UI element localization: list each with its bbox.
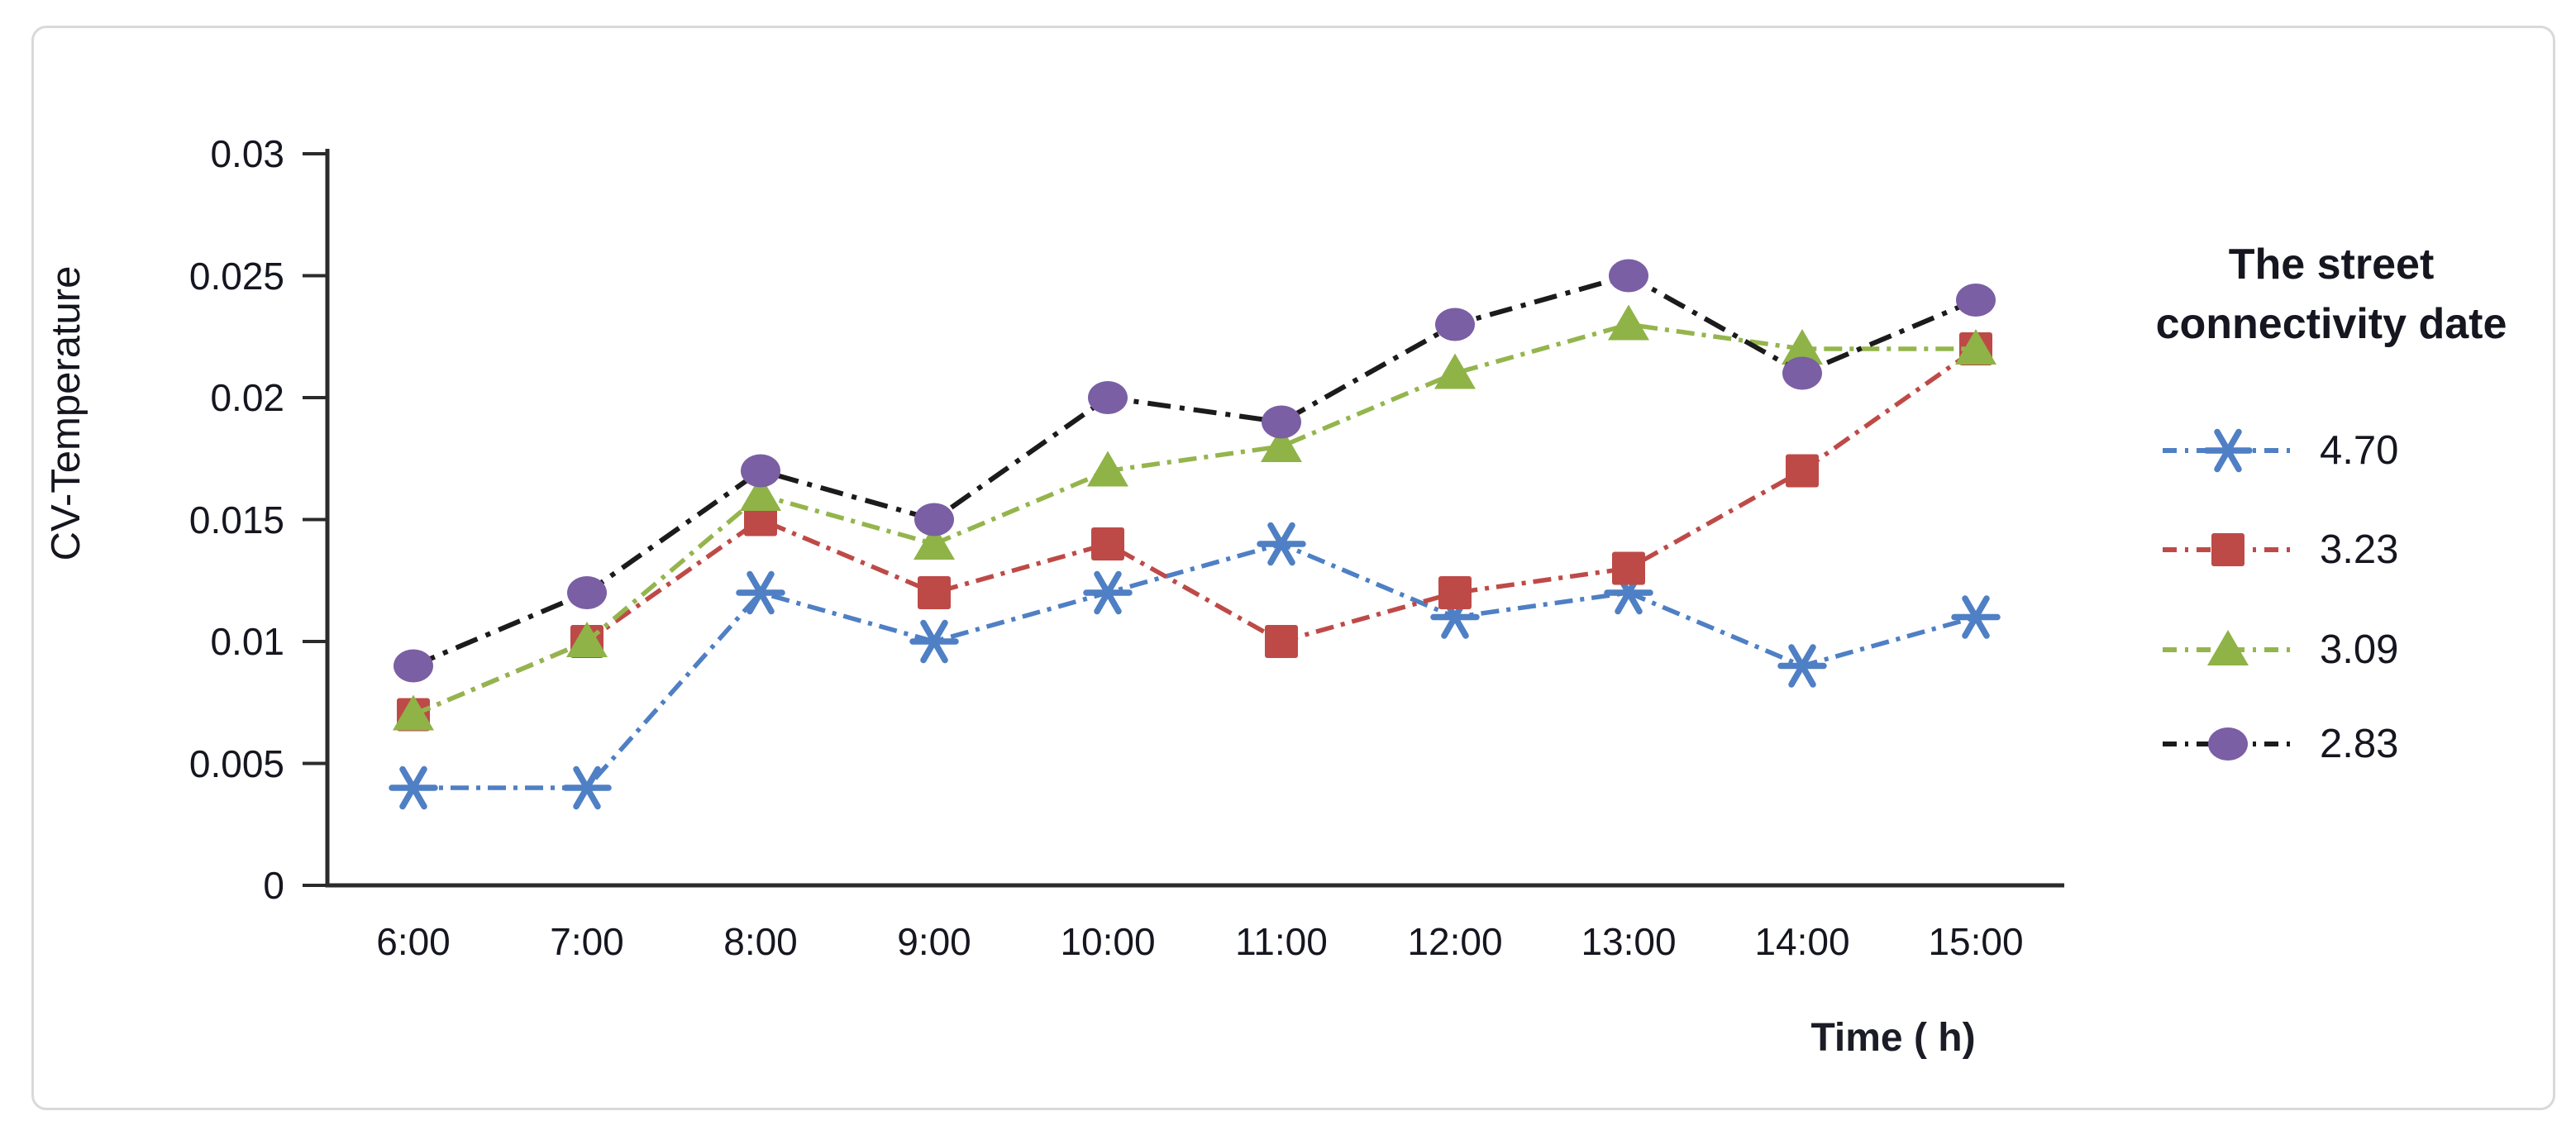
x-tick-label: 12:00	[1407, 920, 1503, 963]
x-tick-label: 15:00	[1928, 920, 2024, 963]
circle-marker	[914, 503, 954, 537]
asterisk-marker	[1257, 522, 1306, 566]
triangle-marker	[1087, 451, 1128, 487]
triangle-marker	[566, 622, 608, 657]
circle-marker	[567, 576, 607, 609]
triangle-marker	[1955, 329, 1996, 365]
y-tick-label: 0.015	[188, 498, 284, 541]
triangle-marker	[1434, 353, 1476, 389]
triangle-marker	[740, 475, 781, 511]
circle-marker	[1609, 259, 1648, 293]
circle-marker	[1262, 405, 1301, 439]
y-tick-label: 0.025	[188, 254, 284, 298]
circle-marker	[1956, 284, 1996, 317]
triangle-marker	[2207, 630, 2249, 665]
x-tick-label: 10:00	[1060, 920, 1156, 963]
legend-title-line1: The street	[2228, 241, 2435, 289]
square-marker	[918, 576, 951, 609]
triangle-marker	[1782, 329, 1823, 365]
x-tick-label: 6:00	[376, 920, 451, 963]
asterisk-marker	[1777, 644, 1827, 688]
figure-border	[31, 26, 2555, 1110]
legend-item-label: 4.70	[2320, 428, 2399, 473]
legend-item-3.23: 3.23	[2158, 525, 2398, 575]
x-tick-label: 7:00	[550, 920, 624, 963]
series-line	[412, 322, 1976, 718]
y-axis-title: CV-Temperature	[44, 265, 88, 561]
legend-item-label: 3.09	[2320, 627, 2399, 672]
y-tick-label: 0.005	[188, 742, 284, 785]
square-marker	[1265, 625, 1298, 658]
circle-marker	[394, 649, 433, 683]
triangle-marker	[1608, 304, 1649, 341]
square-marker	[744, 503, 777, 537]
series-line	[413, 541, 1977, 790]
asterisk-marker	[1951, 595, 2001, 639]
square-marker	[2211, 533, 2244, 566]
x-tick-label: 11:00	[1235, 920, 1328, 963]
circle-marker	[2208, 727, 2248, 761]
circle-marker	[1435, 308, 1475, 341]
asterisk-marker	[2203, 428, 2253, 473]
circle-marker	[741, 454, 780, 488]
series-4.70	[389, 522, 2001, 810]
legend-item-4.70: 4.70	[2158, 426, 2398, 475]
asterisk-marker	[1083, 570, 1133, 615]
square-marker	[1091, 527, 1124, 560]
circle-marker	[1088, 381, 1128, 414]
asterisk-marker	[389, 765, 438, 810]
legend-item-label: 2.83	[2320, 722, 2399, 766]
square-marker	[1612, 551, 1645, 585]
asterisk-marker	[909, 619, 959, 664]
legend-key	[2163, 428, 2293, 473]
triangle-marker	[914, 524, 955, 560]
y-tick-label: 0.02	[210, 376, 284, 419]
triangle-marker	[1261, 427, 1302, 462]
x-tick-label: 9:00	[897, 920, 971, 963]
y-tick-label: 0.03	[210, 132, 284, 175]
asterisk-marker	[562, 765, 612, 810]
series-line	[412, 346, 1977, 718]
x-tick-label: 8:00	[723, 920, 798, 963]
legend-item-label: 3.23	[2320, 527, 2399, 572]
legend-key	[2163, 630, 2293, 665]
asterisk-marker	[736, 570, 785, 615]
circle-marker	[1782, 356, 1822, 390]
y-tick-label: 0	[263, 864, 284, 907]
legend-key	[2163, 727, 2293, 761]
legend-title: The street connectivity date	[2100, 235, 2563, 354]
legend-title-line2: connectivity date	[2155, 300, 2507, 348]
x-tick-label: 13:00	[1581, 920, 1677, 963]
x-tick-label: 14:00	[1754, 920, 1850, 963]
series-line	[412, 273, 1977, 669]
legend-item-3.09: 3.09	[2158, 625, 2398, 675]
legend-key	[2163, 533, 2293, 566]
series-3.09	[393, 304, 1996, 731]
x-axis-title: Time ( h)	[1810, 1016, 1976, 1060]
square-marker	[1786, 454, 1819, 488]
series-2.83	[394, 259, 1996, 683]
y-tick-label: 0.01	[210, 620, 284, 663]
series-3.23	[397, 332, 1992, 732]
square-marker	[1438, 576, 1472, 609]
legend-item-2.83: 2.83	[2158, 719, 2398, 769]
triangle-marker	[393, 694, 434, 731]
